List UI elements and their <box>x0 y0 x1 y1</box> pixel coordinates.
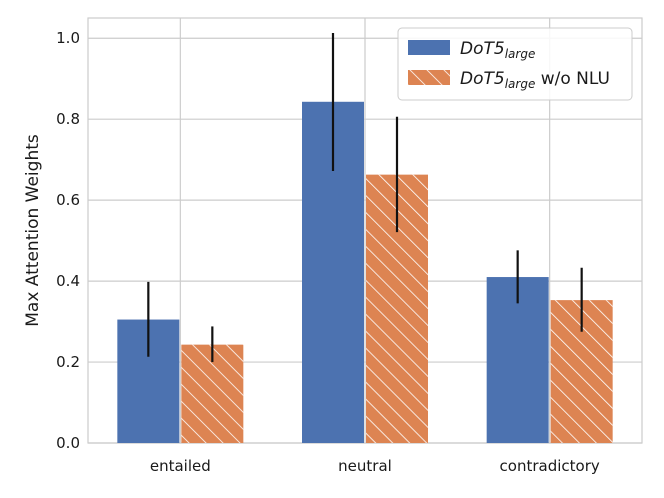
x-tick-label: neutral <box>338 457 392 475</box>
legend-label: DoT5large w/o NLU <box>460 69 610 91</box>
legend-swatch-hatch <box>408 70 450 85</box>
y-tick-label: 1.0 <box>56 29 80 47</box>
x-tick-label: entailed <box>150 457 211 475</box>
bar <box>486 277 549 443</box>
bars <box>117 101 613 444</box>
legend-box <box>397 27 633 101</box>
legend: DoT5large DoT5large w/o NLU <box>397 27 633 101</box>
plot-frame <box>87 17 643 444</box>
y-tick-label: 0.0 <box>56 434 80 452</box>
y-axis-label: Max Attention Weights <box>23 134 43 327</box>
legend-label: DoT5large <box>460 39 535 61</box>
grid-lines <box>87 17 643 444</box>
error-bars <box>147 32 583 363</box>
y-tick-label: 0.6 <box>56 191 80 209</box>
y-axis-ticks: 0.0 0.2 0.4 0.6 0.8 1.0 <box>56 29 80 452</box>
x-axis-ticks: entailed neutral contradictory <box>150 457 600 475</box>
y-tick-label: 0.2 <box>56 353 80 371</box>
x-tick-label: contradictory <box>500 457 600 475</box>
y-tick-label: 0.4 <box>56 272 80 290</box>
y-tick-label: 0.8 <box>56 110 80 128</box>
legend-swatch <box>408 40 450 55</box>
